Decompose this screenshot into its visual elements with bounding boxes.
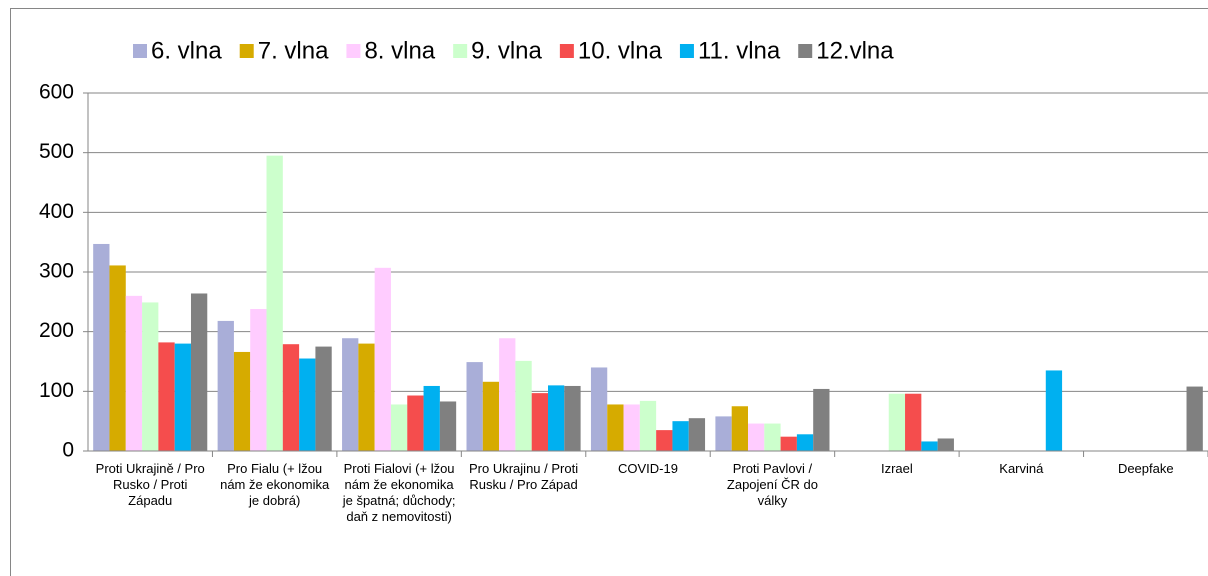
legend-swatch	[679, 44, 694, 58]
legend-label: 6. vlna	[151, 37, 222, 64]
bar	[796, 434, 814, 451]
bar	[656, 430, 673, 451]
bar	[715, 416, 732, 451]
bar	[1045, 370, 1063, 451]
x-tick-label: Deepfake	[1117, 461, 1174, 476]
legend-swatch	[239, 44, 254, 58]
legend-swatch	[559, 44, 574, 58]
bar	[813, 388, 830, 451]
x-tick-label: Pro Ukrajinu / Proti Rusku / Pro Západ	[469, 461, 579, 492]
legend-label: 8. vlna	[364, 37, 435, 64]
bar	[548, 385, 565, 451]
legend-label: 9. vlna	[471, 37, 542, 64]
bar	[282, 344, 300, 451]
bar	[190, 293, 208, 451]
legend-label: 7. vlna	[258, 37, 329, 64]
bar	[342, 338, 359, 451]
legend-label: 12.vlna	[816, 37, 894, 64]
bar	[217, 320, 234, 451]
bar	[374, 267, 391, 451]
legend-swatch	[798, 44, 813, 58]
bar	[531, 393, 549, 451]
bar	[921, 441, 938, 451]
legend-label: 11. vlna	[698, 37, 781, 64]
legend-swatch	[133, 44, 147, 58]
bar	[564, 385, 581, 451]
x-tick-label: Pro Fialu (+ lžou nám že ekonomika je do…	[220, 461, 330, 508]
bar	[607, 404, 624, 451]
bar	[266, 155, 283, 451]
legend-swatch	[453, 44, 468, 58]
bar	[93, 243, 110, 451]
bar	[672, 421, 689, 451]
bar	[590, 367, 608, 451]
x-tick-label: Proti Fialovi (+ lžou nám že ekonomika j…	[342, 461, 456, 524]
y-tick-label: 400	[39, 200, 74, 223]
bar	[747, 423, 765, 451]
bar	[109, 265, 126, 451]
bar	[233, 351, 251, 451]
x-tick-label: Proti Ukrajině / Pro Rusko / Proti Západ…	[95, 461, 205, 508]
bar	[688, 418, 706, 451]
x-tick-label: Proti Pavlovi / Zapojení ČR do války	[726, 461, 818, 508]
y-tick-label: 0	[62, 439, 74, 462]
legend-label: 10. vlna	[578, 37, 663, 64]
bar	[888, 393, 906, 451]
bar	[158, 342, 175, 451]
bar	[780, 436, 797, 451]
bar	[439, 401, 457, 451]
bar	[423, 385, 440, 451]
bar	[905, 393, 922, 451]
bar	[731, 406, 748, 451]
bar	[764, 423, 781, 451]
bar	[358, 343, 375, 451]
bar	[125, 295, 143, 451]
bar	[515, 360, 532, 451]
bar	[1186, 386, 1203, 451]
bar	[407, 395, 424, 451]
bar	[315, 346, 332, 451]
bar	[499, 338, 516, 451]
y-tick-label: 500	[39, 140, 74, 163]
chart-frame	[10, 8, 1208, 576]
bar	[639, 400, 657, 451]
legend-swatch	[346, 44, 361, 58]
bar	[299, 358, 316, 451]
bar	[142, 302, 159, 451]
bar	[174, 343, 191, 451]
bar	[250, 308, 267, 451]
y-tick-label: 200	[39, 319, 74, 342]
y-tick-label: 300	[39, 260, 74, 283]
x-tick-label: Izrael	[880, 461, 913, 476]
y-tick-label: 600	[39, 81, 74, 104]
bar	[482, 381, 500, 451]
bar	[390, 404, 408, 451]
bar	[937, 438, 954, 451]
x-tick-label: COVID-19	[618, 461, 678, 476]
bar	[466, 362, 483, 451]
x-tick-label: Karviná	[999, 461, 1044, 476]
y-tick-label: 100	[39, 379, 74, 402]
bar	[623, 404, 640, 451]
